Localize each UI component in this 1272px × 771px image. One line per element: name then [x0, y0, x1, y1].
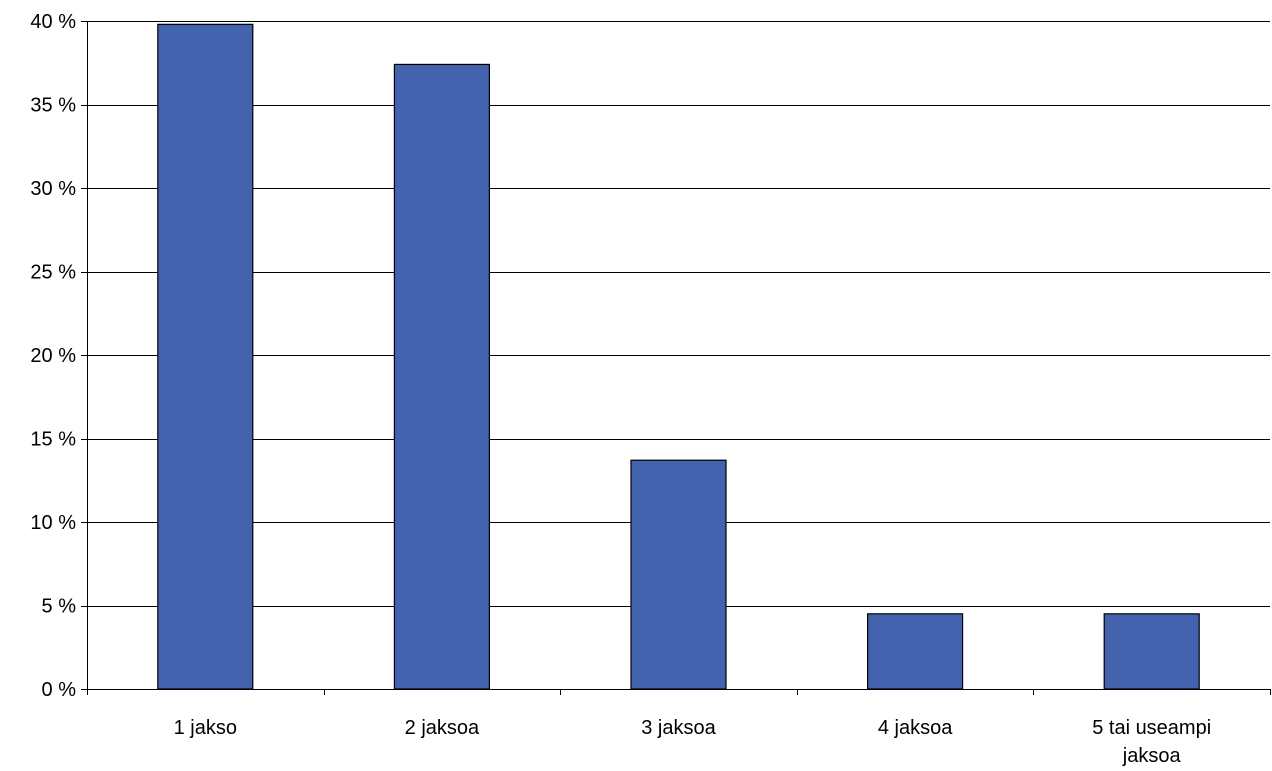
- x-tick-label: 1 jakso: [174, 717, 237, 739]
- x-tick-label-line: jaksoa: [1122, 745, 1182, 767]
- y-tick-label: 10 %: [30, 512, 76, 534]
- x-tick-label-line: 1 jakso: [174, 717, 237, 739]
- bar: [157, 23, 254, 690]
- y-tick-label: 35 %: [30, 95, 76, 117]
- x-tick-label-line: 2 jaksoa: [405, 717, 480, 739]
- x-tick-label-line: 3 jaksoa: [641, 717, 716, 739]
- y-tick-label: 5 %: [42, 596, 77, 618]
- axes: [81, 21, 1271, 695]
- x-tick-label: 4 jaksoa: [878, 717, 953, 739]
- y-tick-label: 20 %: [30, 345, 76, 367]
- y-tick-label: 40 %: [30, 11, 76, 33]
- bar: [393, 63, 490, 690]
- bar: [630, 459, 727, 690]
- tick-labels: 0 % 5 % 10 % 15 % 20 % 25 % 30 % 35 % 40 % 1 jaks…: [30, 11, 1211, 767]
- gridlines: [87, 21, 1270, 607]
- y-tick-label: 30 %: [30, 178, 76, 200]
- x-tick-label: 5 tai useampi jaksoa: [1092, 717, 1211, 767]
- y-tick-label: 0 %: [42, 679, 77, 701]
- x-tick-label-line: 5 tai useampi: [1092, 717, 1211, 739]
- y-tick-label: 25 %: [30, 262, 76, 284]
- x-tick-label-line: 4 jaksoa: [878, 717, 953, 739]
- x-tick-label: 2 jaksoa: [405, 717, 480, 739]
- x-tick-label: 3 jaksoa: [641, 717, 716, 739]
- y-tick-label: 15 %: [30, 429, 76, 451]
- bars: [157, 23, 1200, 690]
- bar: [866, 613, 964, 690]
- bar: [1103, 613, 1200, 690]
